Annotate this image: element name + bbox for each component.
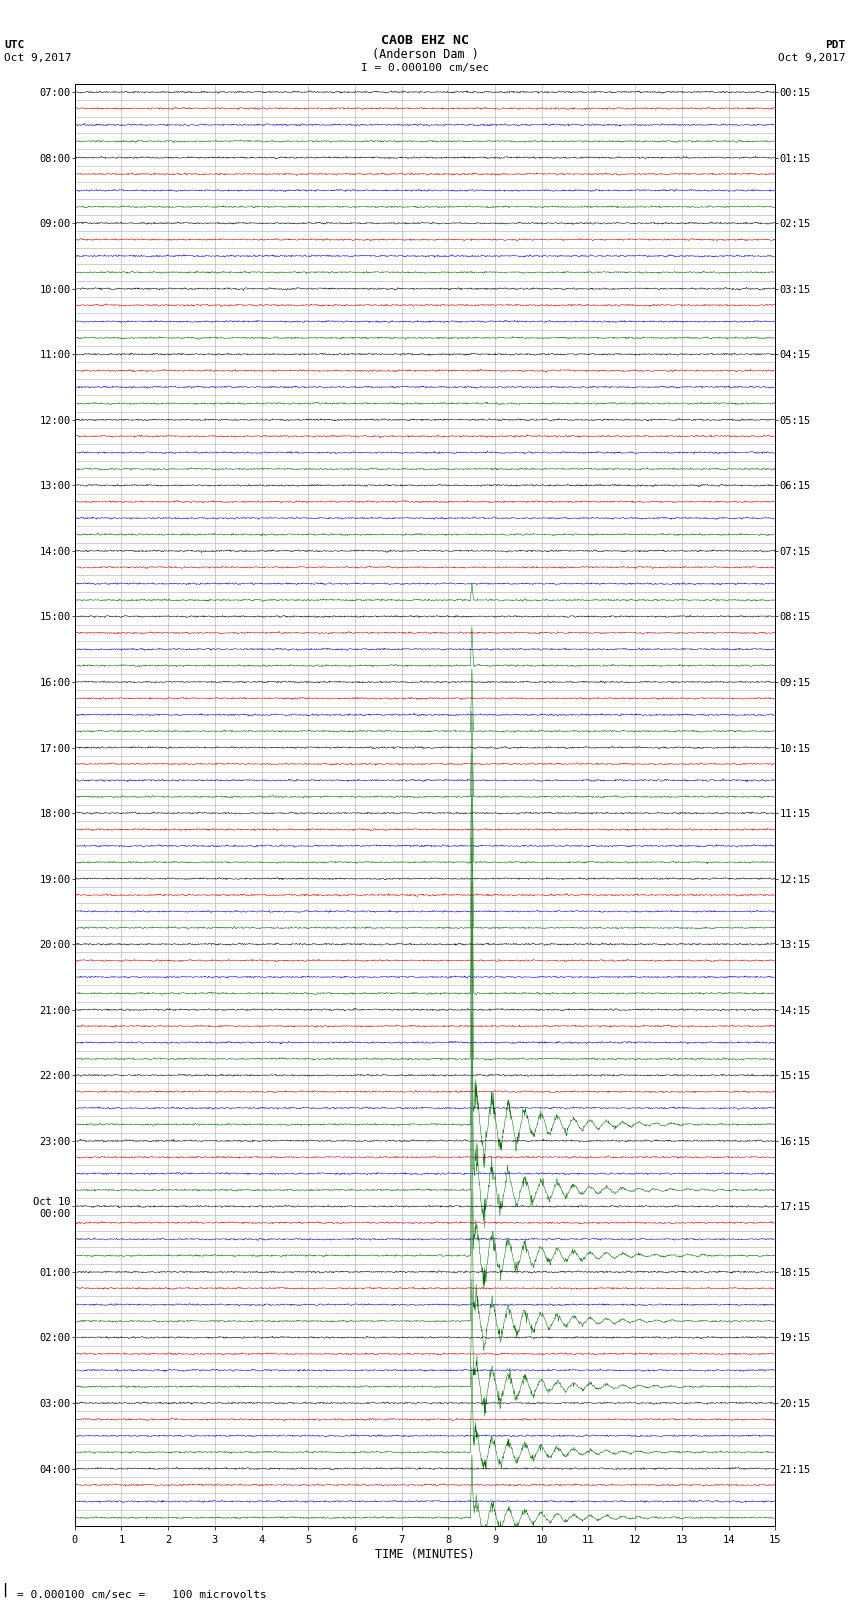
Text: (Anderson Dam ): (Anderson Dam )	[371, 48, 479, 61]
Text: CAOB EHZ NC: CAOB EHZ NC	[381, 34, 469, 47]
Text: = 0.000100 cm/sec =    100 microvolts: = 0.000100 cm/sec = 100 microvolts	[17, 1590, 267, 1600]
Text: I = 0.000100 cm/sec: I = 0.000100 cm/sec	[361, 63, 489, 73]
Text: UTC: UTC	[4, 40, 25, 50]
Text: ▏: ▏	[4, 1582, 14, 1597]
Text: Oct 9,2017: Oct 9,2017	[4, 53, 71, 63]
Text: Oct 9,2017: Oct 9,2017	[779, 53, 846, 63]
X-axis label: TIME (MINUTES): TIME (MINUTES)	[375, 1548, 475, 1561]
Text: PDT: PDT	[825, 40, 846, 50]
